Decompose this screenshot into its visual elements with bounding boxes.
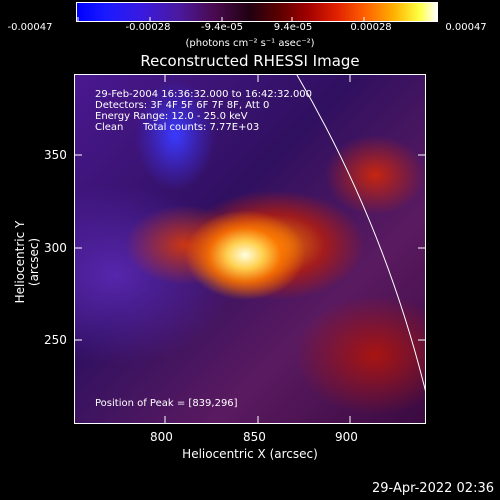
x-tick-label: 800 — [150, 430, 173, 444]
rhessi-image: 29-Feb-2004 16:36:32.000 to 16:42:32.000… — [74, 74, 426, 424]
y-tick-label: 350 — [44, 148, 67, 162]
colorbar — [76, 2, 438, 22]
info-peak-position: Position of Peak = [839,296] — [95, 398, 238, 409]
colorbar-ticks — [77, 17, 437, 22]
solar-limb-line — [296, 75, 425, 392]
y-tick-label: 300 — [44, 241, 67, 255]
info-detectors: Detectors: 3F 4F 5F 6F 7F 8F, Att 0 — [95, 100, 270, 111]
colorbar-tick-label: -0.00028 — [125, 22, 171, 33]
info-time-range: 29-Feb-2004 16:36:32.000 to 16:42:32.000 — [95, 89, 313, 100]
info-energy-range: Energy Range: 12.0 - 25.0 keV — [95, 111, 248, 122]
info-method: Clean — [95, 122, 124, 133]
x-tick-label: 850 — [243, 430, 266, 444]
colorbar-tick-label: -9.4e-05 — [201, 22, 243, 33]
x-axis-label: Heliocentric X (arcsec) — [182, 447, 318, 461]
y-tick-label: 250 — [44, 333, 67, 347]
timestamp: 29-Apr-2022 02:36 — [372, 481, 494, 496]
y-axis-label: Heliocentric Y (arcsec) — [13, 220, 41, 304]
colorbar-tick-label: -0.00047 — [7, 22, 53, 33]
x-tick-label: 900 — [335, 430, 358, 444]
colorbar-units: (photons cm⁻² s⁻¹ asec⁻²) — [185, 38, 315, 49]
colorbar-tick-label: 0.00028 — [350, 22, 392, 33]
colorbar-tick-label: 9.4e-05 — [273, 22, 313, 33]
image-title: Reconstructed RHESSI Image — [140, 52, 360, 70]
colorbar-tick-label: 0.00047 — [445, 22, 487, 33]
info-total-counts: Total counts: 7.77E+03 — [143, 122, 260, 133]
